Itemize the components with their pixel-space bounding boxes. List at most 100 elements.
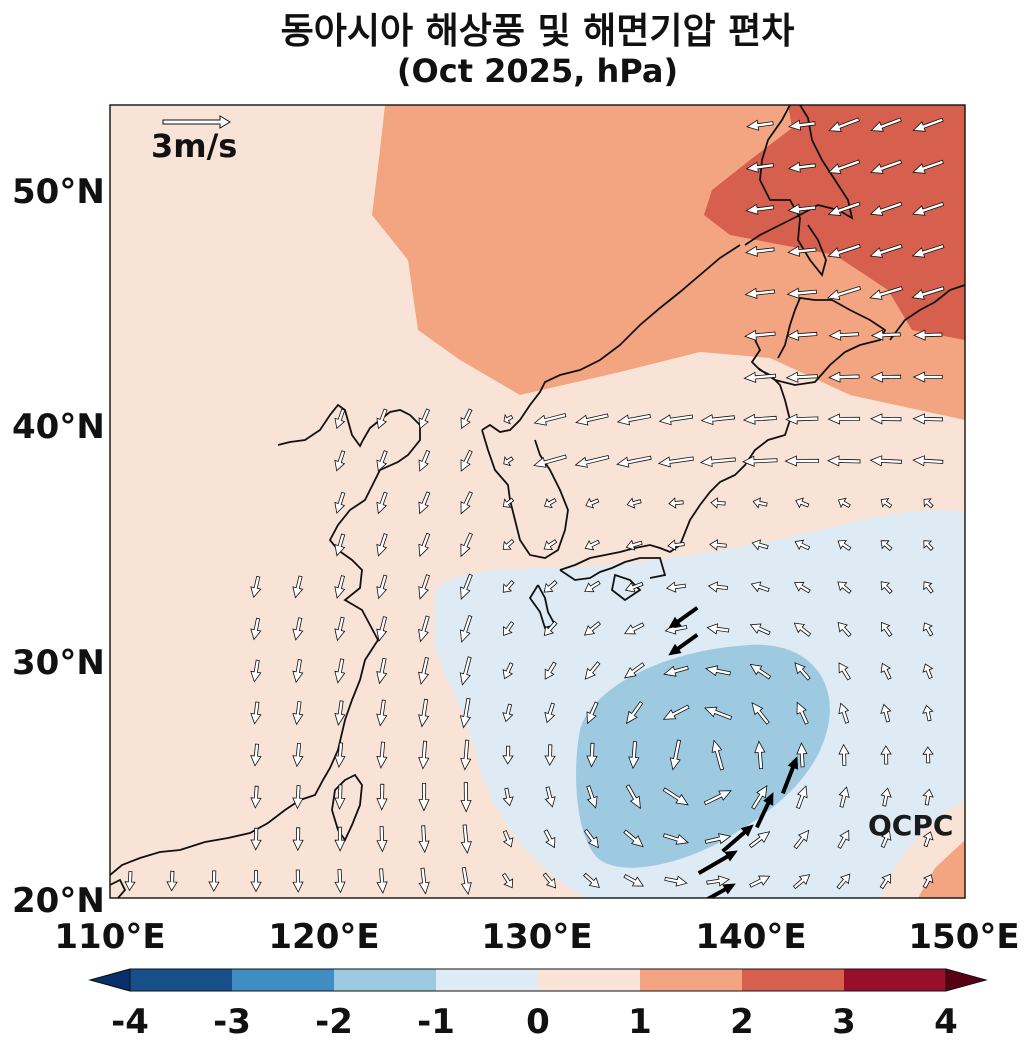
wind-vector-significant [668,606,699,629]
wind-vector [786,287,817,299]
wind-vector [869,243,903,258]
wind-vector [796,742,808,768]
colorbar-tick-label: 4 [934,1002,958,1042]
wind-vector-significant [668,633,699,656]
wind-vector [460,573,473,600]
wind-vector [208,870,220,892]
wind-vector [418,740,430,770]
wind-vector [574,455,610,468]
wind-vector [838,662,851,681]
wind-vector [704,665,731,677]
wind-vector [710,497,726,509]
map-title: 동아시아 해상풍 및 해면기압 편차 [280,11,795,52]
wind-vector [837,621,852,638]
wind-vector [250,701,262,725]
wind-vector [663,665,689,677]
wind-vector [911,286,945,300]
wind-vector [334,784,346,810]
wind-vector [869,201,903,216]
wind-vector [503,413,514,425]
wind-vector [700,413,736,426]
wind-vector [376,868,388,895]
wind-vector [292,575,304,599]
wind-vector [502,787,514,807]
wind-vector [544,661,557,680]
colorbar-tick-label: 0 [526,1002,550,1042]
wind-vector [334,868,346,894]
wind-vector [785,413,819,425]
wind-vector [616,455,652,468]
wind-vector [502,580,515,593]
wind-vector [460,408,473,430]
wind-vector [870,329,901,341]
wind-vector [707,581,728,593]
wind-vector [796,701,809,725]
wind-vector [586,785,598,809]
wind-scale-label: 3m/s [151,127,237,165]
wind-vector [583,828,599,849]
wind-vector [870,117,902,132]
wind-vector [837,539,852,551]
wind-vector [460,532,473,558]
wind-vector [787,245,817,257]
wind-vector [786,329,818,341]
wind-vector [334,826,346,852]
lat-label-50n: 50°N [12,172,105,212]
wind-vector [837,497,851,509]
wind-vector [292,785,304,810]
wind-vector [657,456,694,468]
wind-vector [376,657,388,685]
wind-vector [754,740,766,770]
wind-vector [880,581,893,594]
map-frame [109,104,966,899]
wind-vector [376,450,388,472]
wind-vector [785,371,818,383]
wind-vector [788,119,816,131]
wind-vector [748,831,771,849]
colorbar-tick-label: -3 [213,1002,251,1042]
colorbar-outline [129,968,947,992]
wind-vector [922,746,934,764]
wind-vector [667,539,685,551]
wind-vector [912,371,943,383]
coastline-kyushu [611,573,642,602]
wind-vector [880,787,892,807]
wind-vector [502,745,514,765]
wind-vector [250,827,262,851]
wind-vector [751,784,768,810]
wind-vector [913,329,943,341]
wind-vector [418,491,431,515]
wind-vector-significant [755,792,774,829]
coastline-taiwan [331,773,363,842]
wind-vector [745,203,775,215]
colorbar-segment [130,969,232,991]
wind-vector [744,287,776,299]
wind-vector [124,871,136,892]
wind-vector [334,575,346,599]
wind-vector [334,408,346,430]
wind-vector [664,875,688,887]
slp-region-1-2-south [918,840,965,898]
map-plot-area [110,105,965,898]
wind-vector [250,870,262,893]
wind-vector [502,703,514,723]
wind-vector [870,371,902,383]
wind-vector [658,414,694,426]
wind-vector [828,329,860,341]
wind-vector [376,408,388,430]
wind-vector [292,742,304,768]
wind-vector [418,615,430,643]
colorbar-segment [844,969,946,991]
wind-vector [376,699,388,727]
wind-vector [703,790,732,806]
wind-vector [460,449,473,472]
wind-vector [334,491,346,514]
wind-vector [784,455,819,467]
wind-vector [869,413,902,425]
coastlines [110,105,965,898]
colorbar-extend-high [945,968,988,992]
wind-vector [912,413,944,425]
colorbar: -4 -3 -2 -1 0 1 2 3 4 [88,968,988,1042]
wind-vector [669,739,682,771]
wind-vector [543,829,556,849]
